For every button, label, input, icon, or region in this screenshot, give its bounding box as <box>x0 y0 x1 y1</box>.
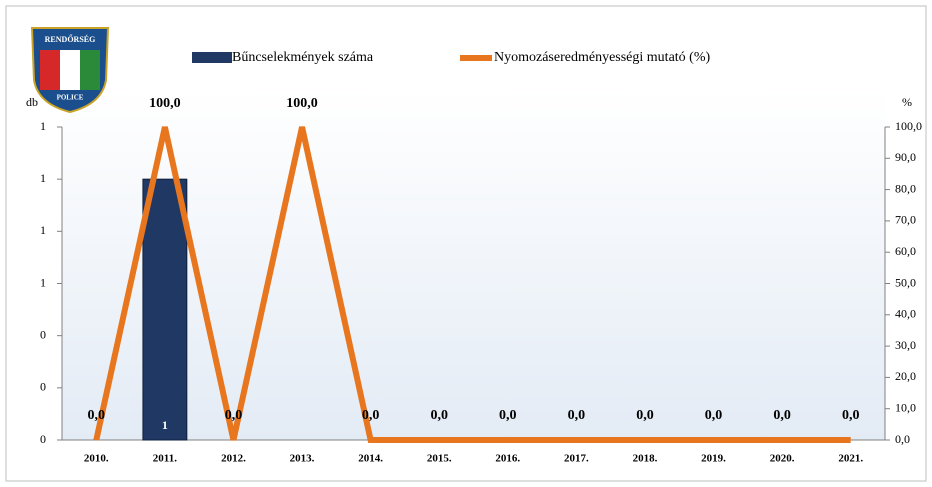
logo-green <box>80 50 100 90</box>
x-tick-label: 2014. <box>358 453 383 465</box>
y2-tick-label: 20,0 <box>895 369 916 383</box>
y-tick-label: 0 <box>40 327 46 341</box>
y2-tick-label: 50,0 <box>895 275 916 289</box>
y2-tick-label: 90,0 <box>895 150 916 164</box>
x-tick-label: 2020. <box>770 453 795 465</box>
y2-tick-label: 30,0 <box>895 338 916 352</box>
y2-axis-label: % <box>902 95 912 109</box>
logo: RENDŐRSÉG POLICE <box>30 27 110 114</box>
line-value-label: 0,0 <box>705 408 723 423</box>
y2-tick-label: 10,0 <box>895 400 916 414</box>
x-tick-label: 2017. <box>564 453 589 465</box>
y-tick-label: 0 <box>40 432 46 446</box>
logo-white <box>60 50 80 90</box>
x-tick-label: 2015. <box>427 453 452 465</box>
line-value-label: 0,0 <box>636 408 654 423</box>
line <box>93 126 851 443</box>
bar <box>142 178 188 441</box>
x-tick-label: 2011. <box>153 453 177 465</box>
y-tick-label: 1 <box>40 119 46 133</box>
line-value-label: 0,0 <box>773 408 791 423</box>
line-value-label: 100,0 <box>286 96 318 111</box>
y-tick-label: 1 <box>40 275 46 289</box>
x-tick-label: 2019. <box>701 453 726 465</box>
y2-tick-label: 40,0 <box>895 307 916 321</box>
logo-bottom-text: POLICE <box>57 94 84 102</box>
y2-tick-label: 100,0 <box>895 119 922 133</box>
legend-swatch <box>192 52 232 63</box>
legend-label: Bűncselekmények száma <box>232 50 374 65</box>
x-tick-label: 2018. <box>633 453 658 465</box>
bar-value-label: 1 <box>162 418 168 432</box>
y2-tick-label: 0,0 <box>895 432 910 446</box>
y-tick-label: 0 <box>40 380 46 394</box>
y-axis-label: db <box>26 95 38 109</box>
logo-red <box>40 50 60 90</box>
x-tick-label: 2012. <box>221 453 246 465</box>
x-tick-label: 2021. <box>838 453 863 465</box>
legend-label: Nyomozáseredményességi mutató (%) <box>494 50 710 65</box>
x-tick-label: 2016. <box>495 453 520 465</box>
y-tick-label: 1 <box>40 223 46 237</box>
y2-tick-label: 70,0 <box>895 213 916 227</box>
y2-tick-label: 80,0 <box>895 181 916 195</box>
line-value-label: 100,0 <box>149 96 181 111</box>
logo-top-text: RENDŐRSÉG <box>45 34 96 44</box>
x-tick-label: 2013. <box>290 453 315 465</box>
line-value-label: 0,0 <box>499 408 517 423</box>
line-value-label: 0,0 <box>842 408 860 423</box>
line-value-label: 0,0 <box>225 408 243 423</box>
line-value-label: 0,0 <box>430 408 448 423</box>
y2-tick-label: 60,0 <box>895 244 916 258</box>
line-value-label: 0,0 <box>362 408 380 423</box>
x-tick-label: 2010. <box>84 453 109 465</box>
plot-background <box>62 90 885 440</box>
y-tick-label: 1 <box>40 171 46 185</box>
line-value-label: 0,0 <box>568 408 586 423</box>
line-value-label: 0,0 <box>88 408 106 423</box>
